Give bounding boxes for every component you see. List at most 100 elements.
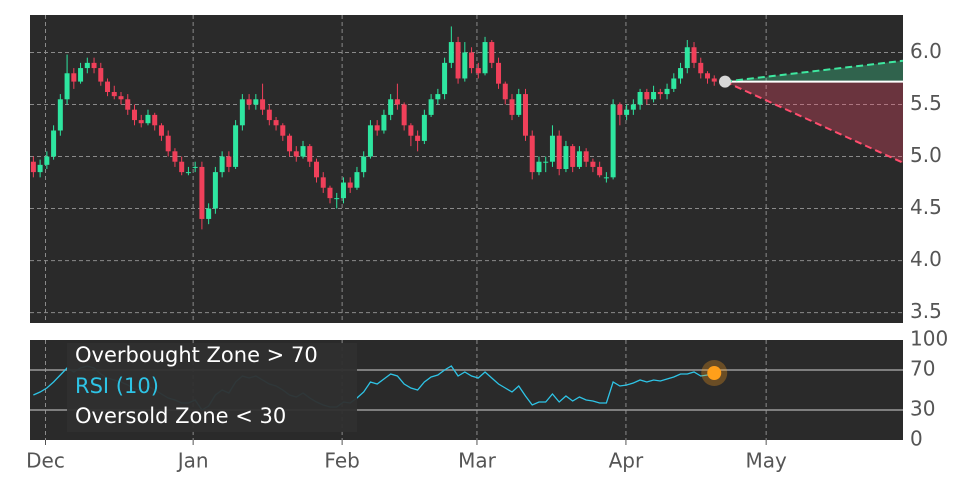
candle-body: [705, 73, 711, 79]
candle-body: [691, 47, 697, 63]
candle-body: [462, 52, 468, 79]
candle-body: [678, 68, 684, 79]
candle-body: [543, 161, 549, 163]
candle-body: [435, 94, 441, 100]
y-tick-label: 100: [910, 327, 948, 351]
candle-body: [482, 42, 488, 74]
y-tick-label: 6.0: [910, 39, 942, 63]
candle-body: [105, 81, 111, 92]
candle-body: [455, 42, 461, 79]
candle-body: [64, 73, 70, 100]
candle-body: [644, 92, 650, 100]
candle-body: [556, 135, 562, 169]
candle-body: [637, 92, 643, 105]
candle-body: [536, 161, 542, 173]
y-tick-label: 5.5: [910, 91, 942, 115]
candle-body: [71, 73, 77, 82]
candle-body: [293, 151, 299, 157]
candle-body: [529, 135, 535, 173]
candle-body: [219, 156, 225, 173]
forecast-start: [719, 75, 732, 88]
candle-body: [415, 135, 421, 141]
candle-body: [51, 130, 57, 157]
candle-body: [84, 62, 90, 69]
candle-body: [253, 99, 259, 105]
candle-body: [469, 52, 475, 69]
x-tick-label: Feb: [324, 449, 359, 473]
candle-body: [367, 125, 373, 157]
candle-body: [118, 96, 124, 100]
candle-body: [44, 156, 50, 165]
candle-body: [489, 42, 495, 63]
candle-body: [239, 99, 245, 126]
candle-body: [287, 135, 293, 152]
candle-body: [711, 78, 717, 82]
candle-body: [509, 99, 515, 115]
candle-body: [549, 135, 555, 162]
y-tick-label: 4.5: [910, 195, 942, 219]
candle-body: [590, 161, 596, 167]
candle-body: [30, 161, 36, 173]
candle-body: [428, 99, 434, 115]
candle-body: [475, 68, 481, 74]
candle-body: [233, 125, 239, 167]
candle-body: [354, 172, 360, 188]
candle-body: [206, 208, 212, 219]
candle-body: [192, 166, 198, 168]
candle-body: [347, 182, 353, 188]
candle-body: [340, 182, 346, 199]
y-tick-label: 3.5: [910, 299, 942, 323]
candle-body: [570, 146, 576, 167]
candle-body: [246, 99, 252, 105]
candle-body: [320, 177, 326, 188]
oversold-label: Oversold Zone < 30: [75, 404, 286, 428]
candle-body: [260, 99, 266, 110]
candle-body: [300, 146, 306, 157]
candle-body: [226, 156, 232, 167]
candle-body: [314, 161, 320, 178]
y-tick-label: 70: [910, 357, 935, 381]
candle-body: [91, 62, 97, 69]
y-tick-label: 4.0: [910, 247, 942, 271]
candle-body: [597, 166, 603, 176]
candle-body: [199, 166, 205, 219]
candle-body: [266, 109, 272, 121]
candle-body: [630, 104, 636, 110]
candle-body: [624, 109, 630, 115]
candle-body: [381, 114, 387, 131]
candle-body: [522, 94, 528, 136]
candle-body: [111, 92, 117, 97]
candle-body: [401, 104, 407, 126]
candle-body: [185, 172, 191, 174]
candle-body: [684, 47, 690, 69]
candle-body: [158, 125, 164, 136]
candle-body: [664, 88, 670, 95]
candle-body: [179, 161, 185, 173]
candle-body: [442, 62, 448, 95]
candle-body: [671, 78, 677, 89]
candle-body: [374, 125, 380, 131]
candle-body: [448, 42, 454, 63]
candle-body: [98, 68, 104, 82]
candle-body: [280, 125, 286, 136]
x-tick-label: May: [745, 449, 787, 473]
candle-body: [152, 114, 158, 126]
candle-body: [651, 92, 657, 100]
x-tick-label: Jan: [176, 449, 209, 473]
candle-body: [698, 62, 704, 74]
candle-body: [421, 114, 427, 141]
candle-body: [394, 99, 400, 105]
candle-body: [408, 125, 414, 136]
candle-body: [307, 146, 313, 162]
candle-body: [172, 151, 178, 162]
candle-body: [327, 187, 333, 199]
candle-body: [617, 104, 623, 115]
candle-body: [388, 99, 394, 115]
legend-box: [67, 343, 357, 432]
candle-body: [563, 146, 569, 169]
candle-body: [57, 99, 63, 131]
candle-body: [516, 94, 522, 115]
y-tick-label: 0: [910, 427, 923, 451]
x-tick-label: Dec: [26, 449, 65, 473]
